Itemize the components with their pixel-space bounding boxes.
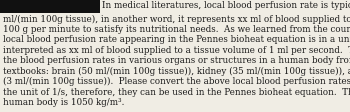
Bar xyxy=(0,0,100,13)
Text: In medical literatures, local blood perfusion rate is typically presented as xx: In medical literatures, local blood perf… xyxy=(102,1,350,10)
Text: ml/(min 100g tissue), in another word, it represents xx ml of blood supplied to : ml/(min 100g tissue), in another word, i… xyxy=(3,15,350,107)
